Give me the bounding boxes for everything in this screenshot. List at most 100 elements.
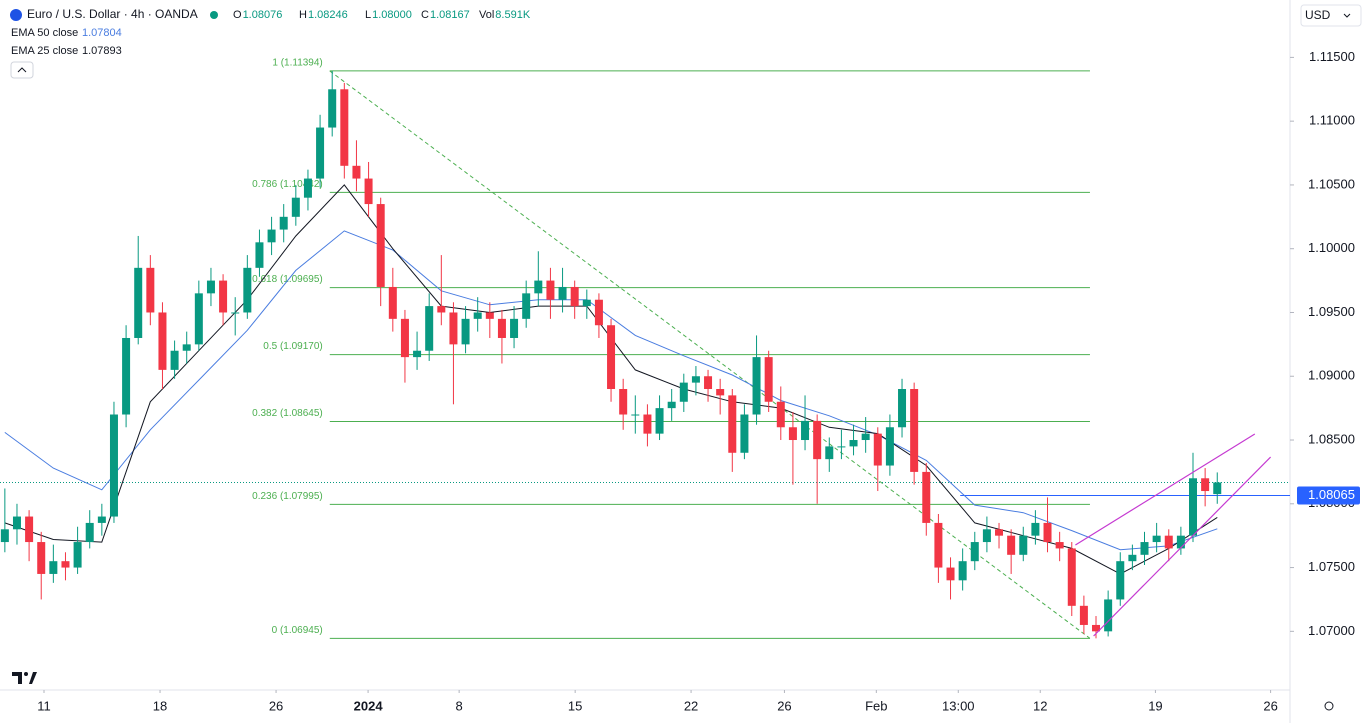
candle-body [425,306,434,351]
y-tick-label: 1.08500 [1308,431,1355,446]
candle-body [497,318,506,338]
y-tick-label: 1.09500 [1308,304,1355,319]
y-tick-label: 1.07500 [1308,559,1355,574]
candle-body [437,306,446,313]
x-tick-label: 26 [777,698,791,713]
currency-label: USD [1305,8,1331,22]
candle-body [1189,478,1198,536]
x-tick-label: 11 [37,698,51,713]
candle-body [73,542,82,568]
settings-icon[interactable] [1324,701,1334,711]
candle-body [37,542,46,574]
symbol-icon [10,9,22,21]
candle-body [49,561,58,574]
fib-label: 0.382 (1.08645) [252,408,323,419]
candle-body [109,414,118,517]
x-tick-label: 2024 [354,698,384,713]
y-tick-label: 1.09000 [1308,368,1355,383]
collapse-icon [17,67,27,73]
candle-body [279,216,288,230]
candle-body [146,267,155,313]
ohlc-value: 1.08167 [430,9,470,21]
candle-body [1092,624,1101,632]
ohlc-key: O [233,9,242,21]
x-tick-label: Feb [865,698,887,713]
candle-body [1176,535,1185,549]
candle-body [291,197,300,217]
fib-label: 1 (1.11394) [272,58,322,69]
candle-body [400,318,409,358]
candle-body [740,414,749,453]
candle-body [316,127,325,179]
indicator-value: 1.07804 [82,27,122,39]
candle-body [861,433,870,441]
candle-body [837,446,846,448]
candle-body [1213,482,1222,495]
candle-body [922,471,931,523]
x-tick-label: 22 [684,698,698,713]
candle-body [243,267,252,313]
candle-body [473,312,482,319]
ohlc-value: 8.591K [495,9,531,21]
candle-body [1055,542,1064,549]
candle-body [61,561,70,568]
candle-body [643,414,652,434]
dropdown-arrow [1343,13,1351,18]
ohlc-key: Vol [479,9,494,21]
ohlc-key: H [299,9,307,21]
candle-body [728,395,737,453]
candle-body [25,516,34,543]
candle-body [303,178,312,198]
ema-line [4,230,1218,551]
candle-body [85,522,94,543]
candle-body [679,382,688,402]
candle-body [946,567,955,581]
candle-body [485,312,494,319]
candle-body [752,357,761,415]
fib-label: 0 (1.06945) [272,625,323,636]
candle-body [1043,522,1052,543]
candle-body [667,401,676,409]
candle-body [534,280,543,294]
candle-body [255,242,264,268]
candle-body [776,401,785,428]
candle-body [873,433,882,466]
logo-part [12,672,22,684]
candle-body [825,446,834,460]
candle-body [134,267,143,338]
candle-body [995,529,1004,536]
candle-body [1116,561,1125,600]
x-tick-label: 18 [153,698,167,713]
tv-logo [12,672,37,684]
y-tick-label: 1.07000 [1308,623,1355,638]
candle-body [364,178,373,205]
candle-body [97,516,106,523]
candle-body [1128,554,1137,562]
candle-body [1007,535,1016,555]
indicator-name: EMA 50 close [11,27,78,39]
candle-body [982,529,991,543]
candle-body [1104,599,1113,632]
candle-body [522,293,531,319]
candle-body [449,312,458,345]
candle-body [231,312,240,314]
fib-label: 0.618 (1.09695) [252,274,323,285]
logo-part [29,672,37,684]
logo-part [24,672,28,676]
ohlc-value: 1.08076 [243,9,283,21]
candle-body [910,389,919,472]
candle-body [182,344,191,351]
candle-body [1019,535,1028,555]
candle-body [655,408,664,434]
candle-body [1031,522,1040,536]
market-status [210,11,218,19]
y-tick-label: 1.10000 [1308,240,1355,255]
indicator-value: 1.07893 [82,45,122,57]
y-tick-label: 1.10500 [1308,176,1355,191]
candle-body [970,542,979,562]
collapse-legend-button[interactable] [10,61,34,79]
currency-selector[interactable] [1300,4,1362,27]
candle-body [1140,542,1149,555]
